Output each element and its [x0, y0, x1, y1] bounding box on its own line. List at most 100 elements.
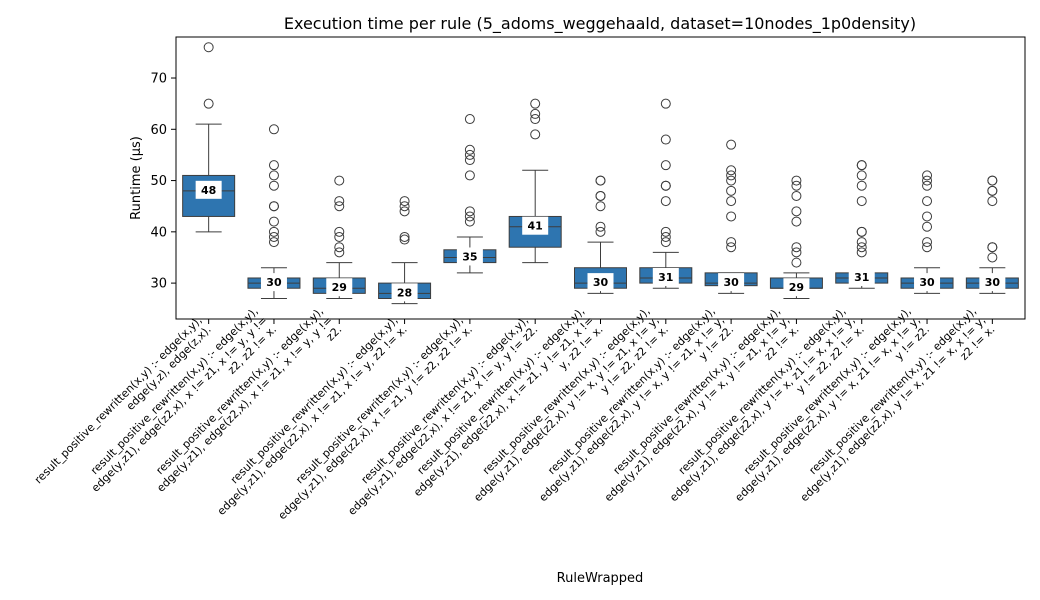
- outlier-point: [464, 149, 475, 160]
- outlier-point: [334, 231, 345, 242]
- outlier-point: [203, 98, 214, 109]
- outlier-point: [660, 160, 671, 171]
- box-group: 48: [182, 42, 236, 233]
- outlier-point: [856, 170, 867, 181]
- median-label: 35: [462, 250, 477, 263]
- outlier-point: [856, 196, 867, 207]
- outlier-point: [530, 129, 541, 140]
- outlier-point: [203, 42, 214, 53]
- outlier-point: [530, 108, 541, 119]
- median-label-bg: [718, 273, 745, 292]
- outlier-point: [856, 160, 867, 171]
- median-label-bg: [914, 273, 941, 292]
- outlier-point: [987, 175, 998, 186]
- outlier-point: [856, 180, 867, 191]
- median-label-bg: [979, 273, 1006, 292]
- outlier-point: [987, 185, 998, 196]
- outlier-point: [726, 196, 737, 207]
- outlier-point: [922, 237, 933, 248]
- box-group: 41: [508, 98, 562, 264]
- median-label: 30: [919, 276, 935, 289]
- outlier-point: [987, 196, 998, 207]
- y-tick-label: 40: [150, 225, 167, 240]
- box-group: 29: [769, 175, 823, 299]
- median-label-bg: [195, 180, 222, 199]
- outlier-point: [334, 196, 345, 207]
- outlier-point: [268, 237, 279, 248]
- outlier-point: [922, 196, 933, 207]
- outlier-point: [660, 134, 671, 145]
- outlier-point: [726, 185, 737, 196]
- median-label-bg: [260, 273, 287, 292]
- outlier-point: [595, 201, 606, 212]
- outlier-point: [660, 180, 671, 191]
- outlier-point: [334, 201, 345, 212]
- outlier-point: [530, 98, 541, 109]
- outlier-point: [334, 242, 345, 253]
- outlier-point: [464, 114, 475, 125]
- outlier-point: [464, 216, 475, 227]
- outlier-point: [726, 170, 737, 181]
- outlier-point: [660, 98, 671, 109]
- outlier-point: [464, 170, 475, 181]
- y-tick-label: 50: [150, 174, 167, 189]
- box-group: 31: [639, 98, 693, 289]
- outlier-point: [268, 231, 279, 242]
- box-group: 31: [835, 160, 889, 289]
- box-group: 29: [312, 175, 366, 299]
- outlier-point: [268, 160, 279, 171]
- median-label: 31: [854, 271, 869, 284]
- outlier-point: [856, 237, 867, 248]
- outlier-point: [530, 114, 541, 125]
- median-label-bg: [783, 278, 810, 297]
- outlier-point: [399, 201, 410, 212]
- median-label-bg: [391, 283, 418, 302]
- outlier-point: [726, 175, 737, 186]
- y-tick-label: 60: [150, 123, 167, 138]
- box-group: 30: [247, 124, 301, 299]
- y-tick-label: 70: [150, 72, 167, 87]
- median-label-bg: [587, 273, 614, 292]
- outlier-point: [595, 175, 606, 186]
- median-label: 31: [658, 271, 673, 284]
- outlier-point: [791, 190, 802, 201]
- outlier-point: [726, 211, 737, 222]
- outlier-point: [922, 211, 933, 222]
- median-label-bg: [848, 267, 875, 286]
- outlier-point: [922, 221, 933, 232]
- median-label: 29: [332, 281, 347, 294]
- outlier-point: [660, 226, 671, 237]
- outlier-point: [399, 196, 410, 207]
- outlier-point: [791, 242, 802, 253]
- outlier-point: [856, 247, 867, 258]
- outlier-point: [987, 252, 998, 263]
- median-label: 30: [723, 276, 739, 289]
- outlier-point: [464, 144, 475, 155]
- median-label: 29: [789, 281, 804, 294]
- box-group: 30: [704, 139, 758, 294]
- median-label-bg: [522, 216, 549, 235]
- outlier-point: [922, 180, 933, 191]
- outlier-point: [595, 190, 606, 201]
- outlier-point: [399, 231, 410, 242]
- box-group: 28: [378, 196, 432, 305]
- outlier-point: [334, 226, 345, 237]
- outlier-point: [791, 247, 802, 258]
- outlier-point: [726, 139, 737, 150]
- median-label: 30: [985, 276, 1001, 289]
- outlier-point: [595, 226, 606, 237]
- outlier-point: [660, 196, 671, 207]
- outlier-point: [791, 180, 802, 191]
- outlier-point: [268, 180, 279, 191]
- box-group: 30: [965, 175, 1019, 294]
- outlier-point: [726, 237, 737, 248]
- y-tick-label: 30: [150, 277, 167, 292]
- outlier-point: [791, 257, 802, 268]
- outlier-point: [268, 226, 279, 237]
- outlier-point: [922, 242, 933, 253]
- outlier-point: [726, 165, 737, 176]
- median-label-bg: [326, 278, 353, 297]
- outlier-point: [464, 206, 475, 217]
- median-label: 48: [201, 184, 216, 197]
